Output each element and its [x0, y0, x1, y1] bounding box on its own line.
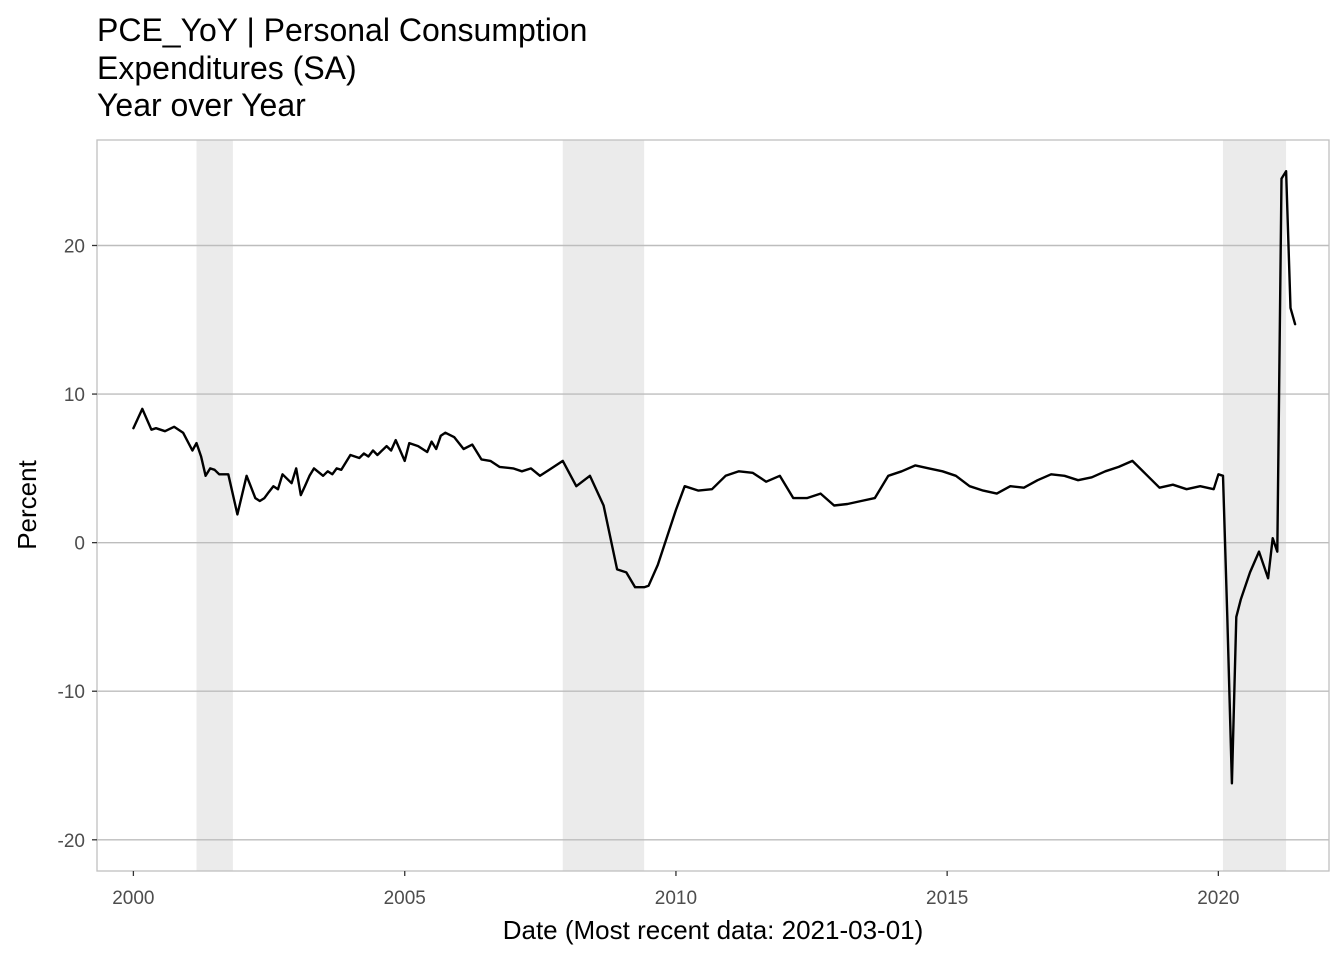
- y-tick-label: -20: [58, 831, 85, 852]
- y-axis: -20 -10 0 10 20: [58, 236, 97, 852]
- chart-title: PCE_YoY | Personal Consumption Expenditu…: [97, 12, 587, 123]
- x-tick-label: 2000: [112, 888, 154, 909]
- y-tick-label: 10: [64, 385, 85, 406]
- chart-title-line-2: Expenditures (SA): [97, 50, 357, 86]
- recession-band-1: [196, 140, 233, 871]
- panel-border: [96, 139, 1330, 872]
- y-tick-label: -10: [58, 682, 85, 703]
- x-axis-title: Date (Most recent data: 2021-03-01): [503, 915, 924, 945]
- x-axis: 2000 2005 2010 2015 2020: [112, 871, 1239, 909]
- x-tick-label: 2015: [926, 888, 968, 909]
- series-line-1: [132, 169, 1297, 785]
- chart-title-line-3: Year over Year: [97, 87, 306, 123]
- x-tick-label: 2010: [655, 888, 697, 909]
- x-tick-label: 2020: [1197, 888, 1239, 909]
- chart-title-line-1: PCE_YoY | Personal Consumption: [97, 12, 587, 48]
- x-tick-label: 2005: [384, 888, 426, 909]
- data-series: [132, 169, 1297, 785]
- y-tick-label: 20: [64, 236, 85, 257]
- y-tick-label: 0: [74, 534, 85, 555]
- y-gridlines: [97, 244, 1329, 841]
- y-axis-title: Percent: [12, 459, 42, 549]
